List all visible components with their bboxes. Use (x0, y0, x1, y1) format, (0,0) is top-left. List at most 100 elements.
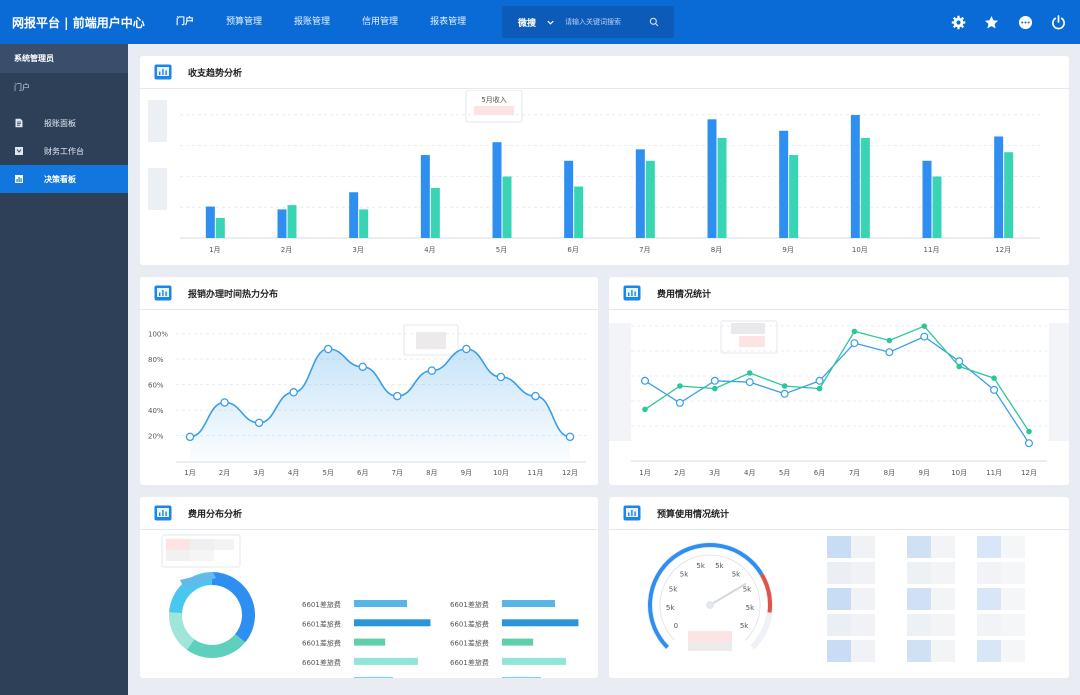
blurred-cell (931, 640, 955, 662)
bar (1004, 152, 1014, 238)
nav-reimbursement[interactable]: 报账管理 (294, 17, 331, 27)
chevron-down-icon[interactable] (546, 18, 555, 27)
blurred-cell (907, 588, 931, 610)
x-tick-label: 8月 (426, 469, 437, 477)
gear-icon[interactable] (951, 15, 966, 30)
bar (635, 149, 645, 238)
x-tick-label: 11月 (986, 469, 1002, 477)
data-point (393, 391, 402, 401)
nav-credit[interactable]: 信用管理 (362, 17, 399, 27)
bar-label: 6601差旅费 (450, 600, 489, 609)
bar (492, 142, 502, 238)
nav-budget[interactable]: 预算管理 (226, 17, 263, 27)
series-line (189, 348, 571, 438)
bar (502, 600, 556, 607)
x-tick-label: 10月 (852, 246, 868, 254)
series-line (644, 325, 1030, 432)
data-point (289, 388, 298, 397)
x-tick-label: 1月 (184, 469, 195, 477)
data-point (677, 383, 683, 389)
data-point (427, 366, 437, 375)
data-point (885, 348, 894, 357)
document-icon (15, 118, 23, 128)
x-tick-label: 6月 (357, 469, 368, 477)
blurred-cell (1001, 640, 1025, 662)
pie-slice (169, 612, 195, 650)
blurred-cell (1001, 536, 1025, 558)
chart-tooltip (161, 534, 241, 568)
x-tick-label: 12月 (1021, 469, 1037, 477)
x-tick-label: 5月 (496, 246, 507, 254)
chart-tooltip: 5月收入 (465, 90, 523, 123)
gauge-warning (759, 573, 772, 613)
bar (707, 119, 717, 238)
data-point (462, 344, 471, 354)
x-tick-label: 2月 (219, 469, 230, 477)
bar (717, 137, 727, 238)
blurred-cell (907, 562, 931, 584)
blurred-axis-block (1049, 323, 1069, 441)
blurred-cell (851, 562, 875, 584)
y-tick-label: 80% (148, 356, 164, 364)
gauge-tick-label: 5k (746, 604, 755, 612)
blurred-cell (851, 536, 875, 558)
bar (354, 677, 393, 678)
data-point (886, 337, 893, 344)
gauge-tick-label: 0 (674, 622, 678, 630)
data-point (816, 385, 823, 392)
nav-reports[interactable]: 报表管理 (430, 17, 467, 27)
bar (359, 209, 369, 238)
sidebar-item-reimbursement-panel[interactable]: 报账面板 (0, 109, 128, 137)
panel-expense-statistics: 费用情况统计 1月 2月 3月 4月 5月 6月 7月 8月 9月 10月 11月 12月 (609, 277, 1069, 485)
x-tick-label: 1月 (209, 246, 220, 254)
expense-line-chart: 1月 2月 3月 4月 5月 6月 7月 8月 9月 10月 11月 12月 (609, 320, 1069, 477)
x-tick-label: 4月 (744, 469, 755, 477)
blurred-cell (851, 614, 875, 636)
blurred-cell (977, 614, 1001, 636)
sidebar-item-label: 报账面板 (44, 118, 76, 128)
x-tick-label: 7月 (392, 469, 403, 477)
x-tick-label: 9月 (919, 469, 930, 477)
power-icon[interactable] (1051, 15, 1066, 30)
y-tick-label: 20% (148, 433, 164, 441)
x-tick-label: 1月 (639, 469, 650, 477)
gauge-tick-label: 5k (732, 571, 741, 579)
data-point (358, 362, 367, 372)
sidebar-section-portal[interactable]: 门户 (14, 83, 30, 92)
blurred-cell (851, 640, 875, 662)
search-input[interactable] (565, 13, 646, 31)
bar (502, 176, 512, 238)
gauge-needle (709, 582, 747, 606)
more-icon[interactable] (1018, 15, 1033, 30)
star-icon[interactable] (984, 15, 999, 30)
sidebar-item-finance-workbench[interactable]: 财务工作台 (0, 137, 128, 165)
search-type-selector[interactable]: 微搜 (518, 18, 537, 29)
app-title: 网报平台 | 前端用户中心 (12, 16, 145, 30)
panel-income-expense-trend: 收支趋势分析 5月收入 1月 2月 3月 4月 5月 6月 7月 8月 9月 10月 11月 12月 (140, 56, 1069, 265)
blurred-cell (827, 640, 851, 662)
bar-label: 6601差旅费 (450, 677, 489, 678)
bar (354, 600, 408, 607)
blurred-cell (977, 562, 1001, 584)
bar (502, 657, 566, 665)
sidebar-item-decision-dashboard[interactable]: 决策看板 (0, 165, 128, 193)
data-point (780, 389, 789, 398)
y-tick-label: 100% (148, 331, 168, 339)
x-tick-label: 11月 (924, 246, 940, 254)
gauge-tick-label: 5k (666, 604, 675, 612)
dashboard-icon (154, 505, 172, 521)
nav-portal[interactable]: 门户 (176, 17, 195, 27)
x-tick-label: 5月 (322, 469, 333, 477)
gauge-tick-label: 5k (680, 571, 689, 579)
bar (420, 155, 430, 238)
data-point (920, 332, 929, 341)
blurred-cell (827, 588, 851, 610)
bar (922, 160, 932, 238)
sidebar-item-label: 财务工作台 (44, 146, 84, 156)
data-point (1026, 428, 1032, 435)
x-tick-label: 7月 (849, 469, 860, 477)
search-icon[interactable] (649, 17, 659, 27)
bar-label: 6601差旅费 (302, 677, 341, 678)
panel-title: 收支趋势分析 (188, 68, 243, 79)
